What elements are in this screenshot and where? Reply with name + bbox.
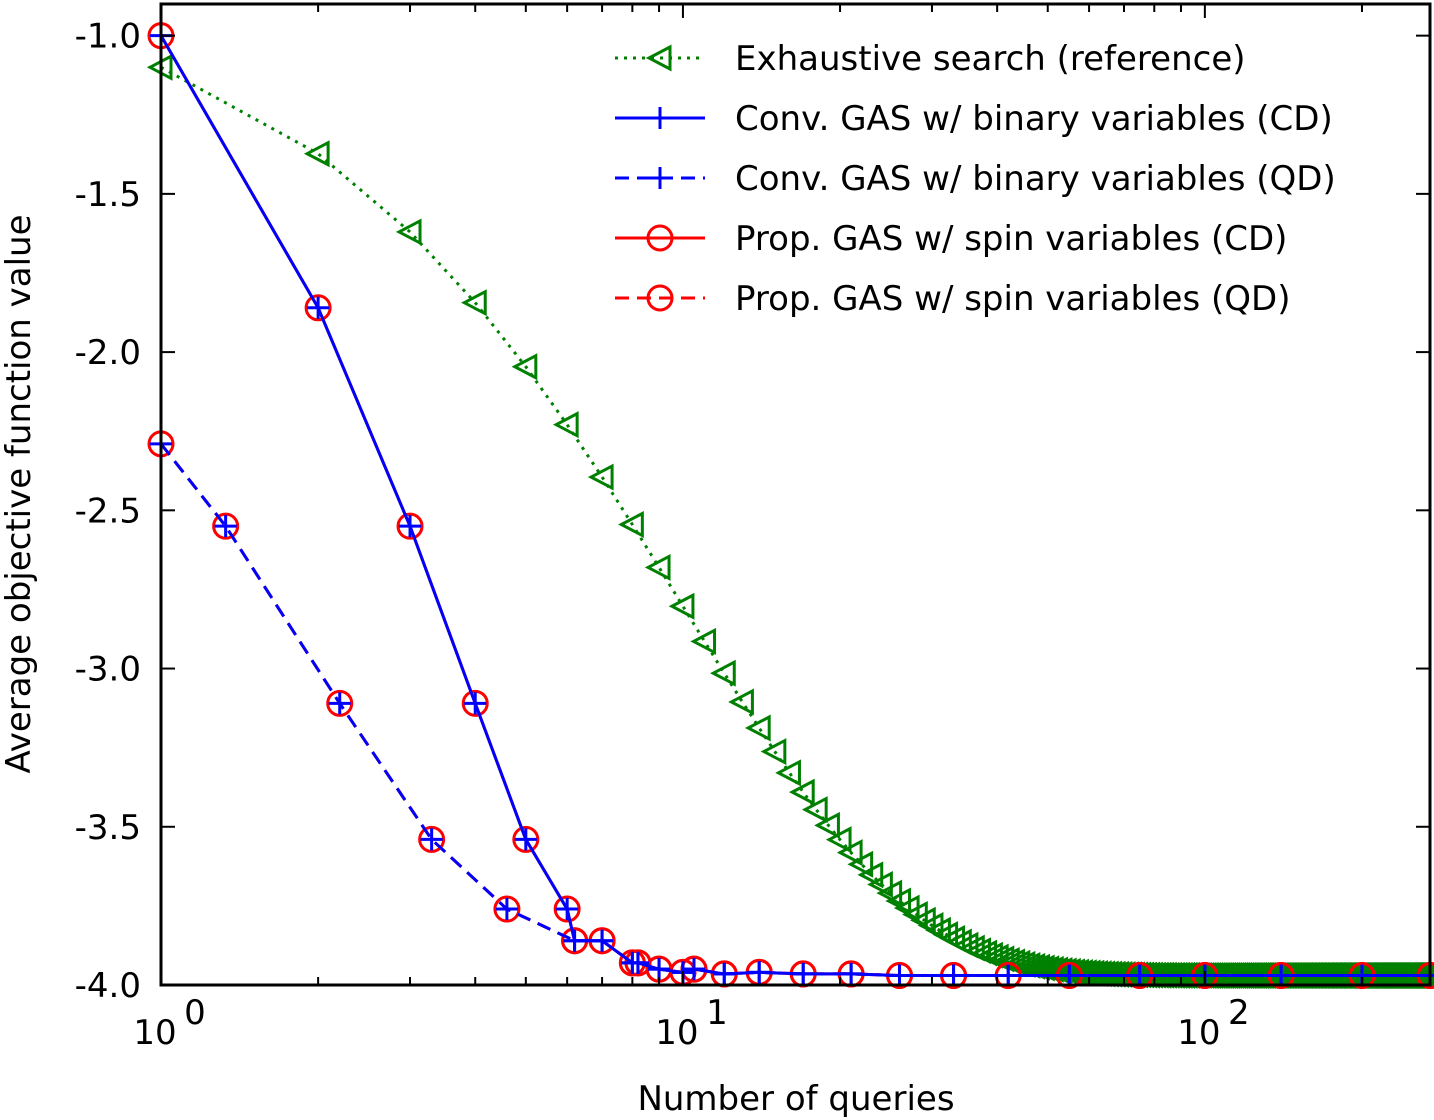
data-point bbox=[212, 512, 240, 540]
data-point bbox=[396, 512, 424, 540]
legend-label: Prop. GAS w/ spin variables (QD) bbox=[735, 279, 1290, 319]
data-point bbox=[556, 898, 579, 921]
data-point bbox=[303, 140, 330, 168]
data-point bbox=[760, 738, 787, 766]
data-point bbox=[461, 289, 487, 317]
data-point bbox=[418, 825, 446, 853]
data-point bbox=[304, 294, 332, 322]
data-point bbox=[326, 689, 354, 717]
y-tick-label: -1.5 bbox=[75, 175, 141, 215]
legend-entry: Prop. GAS w/ spin variables (CD) bbox=[615, 219, 1287, 259]
data-point bbox=[825, 826, 852, 854]
legend-marker bbox=[646, 224, 674, 252]
data-point bbox=[690, 627, 717, 655]
legend-marker bbox=[645, 44, 672, 72]
data-point bbox=[648, 958, 671, 981]
data-point bbox=[420, 828, 443, 851]
legend-marker bbox=[646, 284, 674, 312]
data-point bbox=[857, 861, 884, 889]
data-point bbox=[214, 515, 237, 538]
legend-label: Conv. GAS w/ binary variables (QD) bbox=[735, 159, 1336, 199]
legend-marker bbox=[649, 107, 671, 129]
data-point bbox=[307, 296, 330, 319]
legend-entry: Conv. GAS w/ binary variables (CD) bbox=[615, 99, 1333, 139]
data-point bbox=[942, 964, 965, 987]
y-tick-label: -3.5 bbox=[75, 808, 141, 848]
data-point bbox=[788, 778, 815, 806]
data-point bbox=[710, 659, 736, 687]
data-point bbox=[744, 714, 771, 742]
data-point bbox=[682, 958, 705, 981]
data-point bbox=[395, 218, 422, 246]
data-point bbox=[511, 353, 538, 381]
data-point bbox=[591, 929, 614, 952]
y-tick-label: -3.0 bbox=[75, 650, 141, 690]
data-point bbox=[514, 828, 537, 851]
x-axis-label: Number of queries bbox=[637, 1079, 954, 1119]
legend-entry: Prop. GAS w/ spin variables (QD) bbox=[615, 279, 1290, 319]
legend-entry: Conv. GAS w/ binary variables (QD) bbox=[615, 159, 1336, 199]
data-point bbox=[801, 796, 828, 824]
legend: Exhaustive search (reference) Conv. GAS w… bbox=[615, 39, 1336, 319]
axes-layer: -1.0-1.5-2.0-2.5-3.0-3.5-4.010 0 10 1 10 2 bbox=[75, 4, 1430, 1053]
y-axis-label: Average objective function value bbox=[0, 214, 39, 773]
y-tick-label: -2.5 bbox=[75, 491, 141, 531]
legend-label: Exhaustive search (reference) bbox=[735, 39, 1246, 79]
data-point bbox=[553, 895, 581, 923]
plot-frame bbox=[159, 2, 1432, 987]
x-tick-exponent: 1 bbox=[706, 993, 728, 1033]
data-point bbox=[1270, 964, 1293, 987]
data-point bbox=[563, 929, 586, 952]
legend-label: Conv. GAS w/ binary variables (CD) bbox=[735, 99, 1333, 139]
data-point bbox=[464, 692, 487, 715]
data-point bbox=[792, 962, 815, 985]
data-point bbox=[814, 811, 840, 839]
data-point bbox=[618, 511, 644, 538]
x-tick-label: 10 bbox=[133, 1013, 176, 1053]
x-tick-exponent: 2 bbox=[1228, 993, 1250, 1033]
y-tick-label: -2.0 bbox=[75, 333, 141, 373]
data-point bbox=[728, 688, 754, 716]
data-point bbox=[748, 961, 771, 984]
data-point bbox=[1128, 964, 1151, 987]
x-tick-label: 10 bbox=[1177, 1013, 1220, 1053]
data-point bbox=[644, 553, 671, 581]
legend-marker bbox=[649, 167, 671, 189]
x-tick-exponent: 0 bbox=[184, 993, 206, 1033]
data-point bbox=[997, 964, 1020, 987]
data-point bbox=[552, 411, 579, 439]
data-point bbox=[587, 463, 614, 491]
data-point bbox=[399, 515, 422, 538]
data-point bbox=[713, 962, 736, 985]
y-tick-label: -1.0 bbox=[75, 17, 141, 57]
data-point bbox=[461, 689, 489, 717]
x-tick-label: 10 bbox=[655, 1013, 698, 1053]
data-point bbox=[495, 898, 518, 921]
data-point bbox=[840, 962, 863, 985]
data-point bbox=[888, 964, 911, 987]
data-point bbox=[493, 895, 521, 923]
legend-label: Prop. GAS w/ spin variables (CD) bbox=[735, 219, 1287, 259]
data-point bbox=[836, 839, 863, 867]
data-point bbox=[328, 692, 351, 715]
data-point bbox=[775, 759, 801, 787]
data-point bbox=[847, 850, 874, 878]
data-point bbox=[512, 825, 540, 853]
legend-entry: Exhaustive search (reference) bbox=[615, 39, 1246, 79]
data-point bbox=[626, 951, 649, 974]
data-point bbox=[668, 592, 695, 620]
y-tick-label: -4.0 bbox=[75, 966, 141, 1006]
data-point bbox=[867, 870, 893, 898]
data-point bbox=[1058, 964, 1081, 987]
